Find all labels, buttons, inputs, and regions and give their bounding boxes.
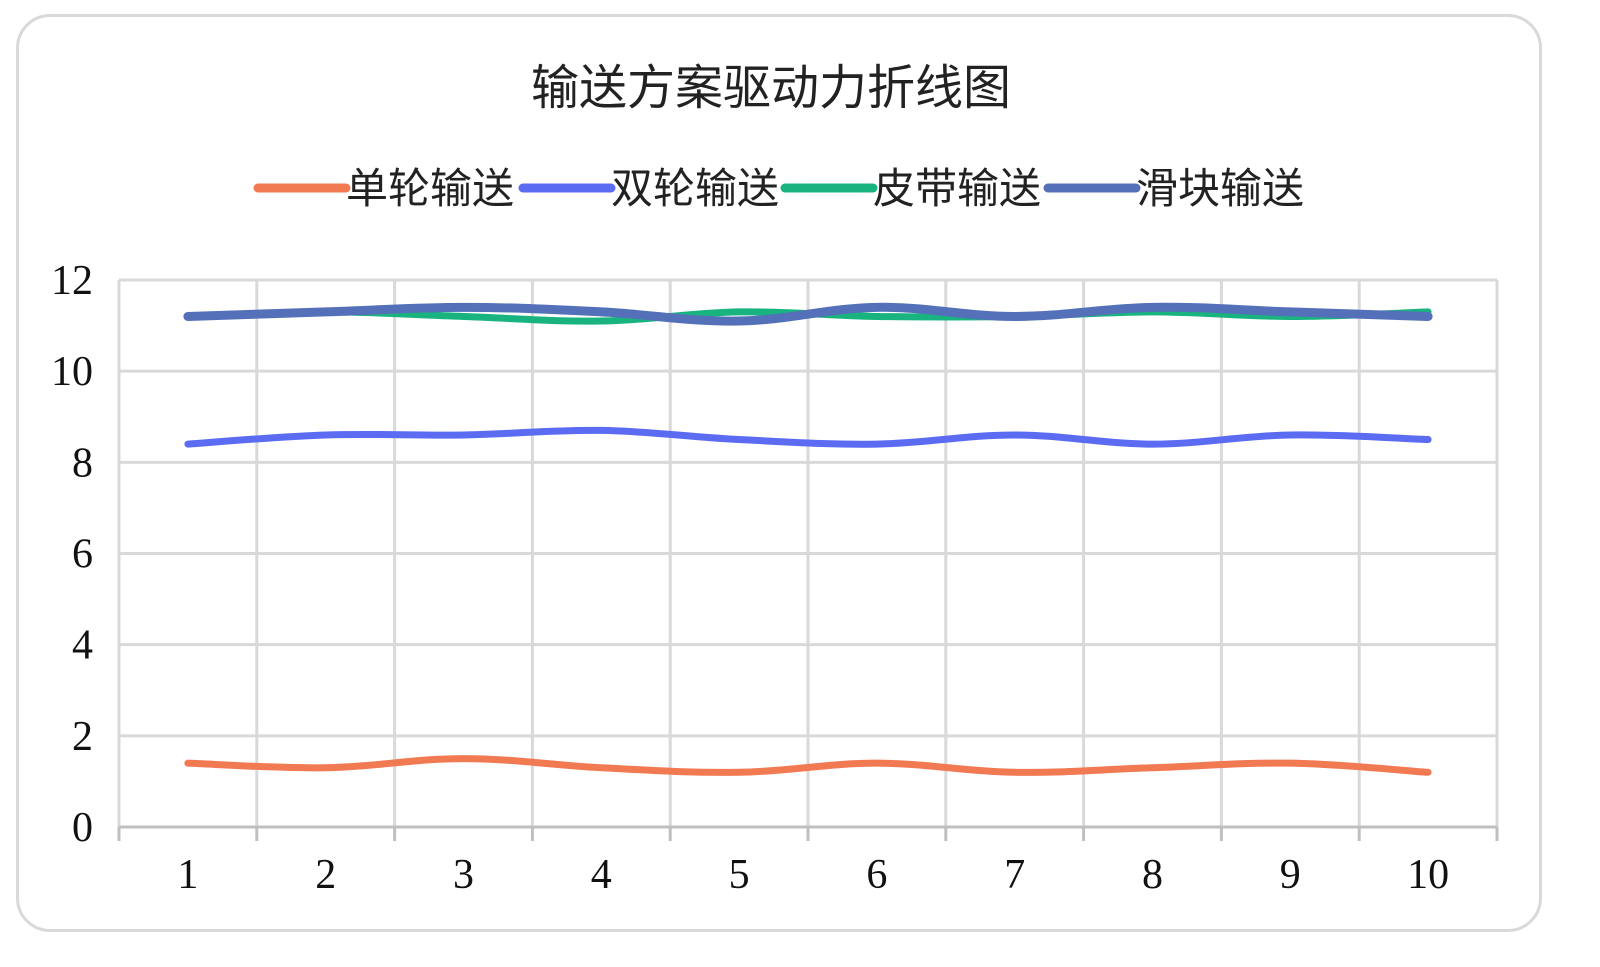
y-tick-label: 0 [72,805,93,851]
series-line [184,755,1432,776]
series-2 [184,426,1432,448]
legend-item: 双轮输送 [518,164,779,213]
x-tick-label: 10 [1407,852,1449,898]
x-tick-label: 3 [453,852,474,898]
series-layer [183,302,1433,776]
chart-title: 输送方案驱动力折线图 [531,60,1011,116]
grid-lines [117,278,1499,827]
legend: 单轮输送 双轮输送 皮带输送 滑块输送 [253,164,1304,213]
x-tick-label: 8 [1142,852,1163,898]
x-tick-label: 1 [177,852,198,898]
x-tick-label: 6 [866,852,887,898]
x-tick-label: 4 [591,852,612,898]
y-tick-label: 4 [72,623,93,669]
y-tick-label: 10 [51,349,93,395]
series-line [183,302,1433,326]
legend-item: 单轮输送 [253,164,514,213]
legend-label: 滑块输送 [1136,164,1304,213]
x-tick-label: 9 [1280,852,1301,898]
axes [117,825,1499,841]
legend-item: 皮带输送 [780,164,1041,213]
legend-item: 滑块输送 [1043,164,1304,213]
series-line [184,426,1432,448]
x-tick-label: 7 [1004,852,1025,898]
legend-label: 双轮输送 [611,164,779,213]
legend-label: 单轮输送 [346,164,514,213]
y-tick-label: 2 [72,714,93,760]
x-tick-label: 2 [315,852,336,898]
y-tick-label: 8 [72,440,93,486]
y-tick-label: 6 [72,532,93,578]
series-1 [184,755,1432,776]
x-tick-label: 5 [729,852,750,898]
y-tick-label: 12 [51,258,93,304]
chart-frame [16,14,1542,932]
legend-label: 皮带输送 [873,164,1041,213]
series-4 [183,302,1433,326]
